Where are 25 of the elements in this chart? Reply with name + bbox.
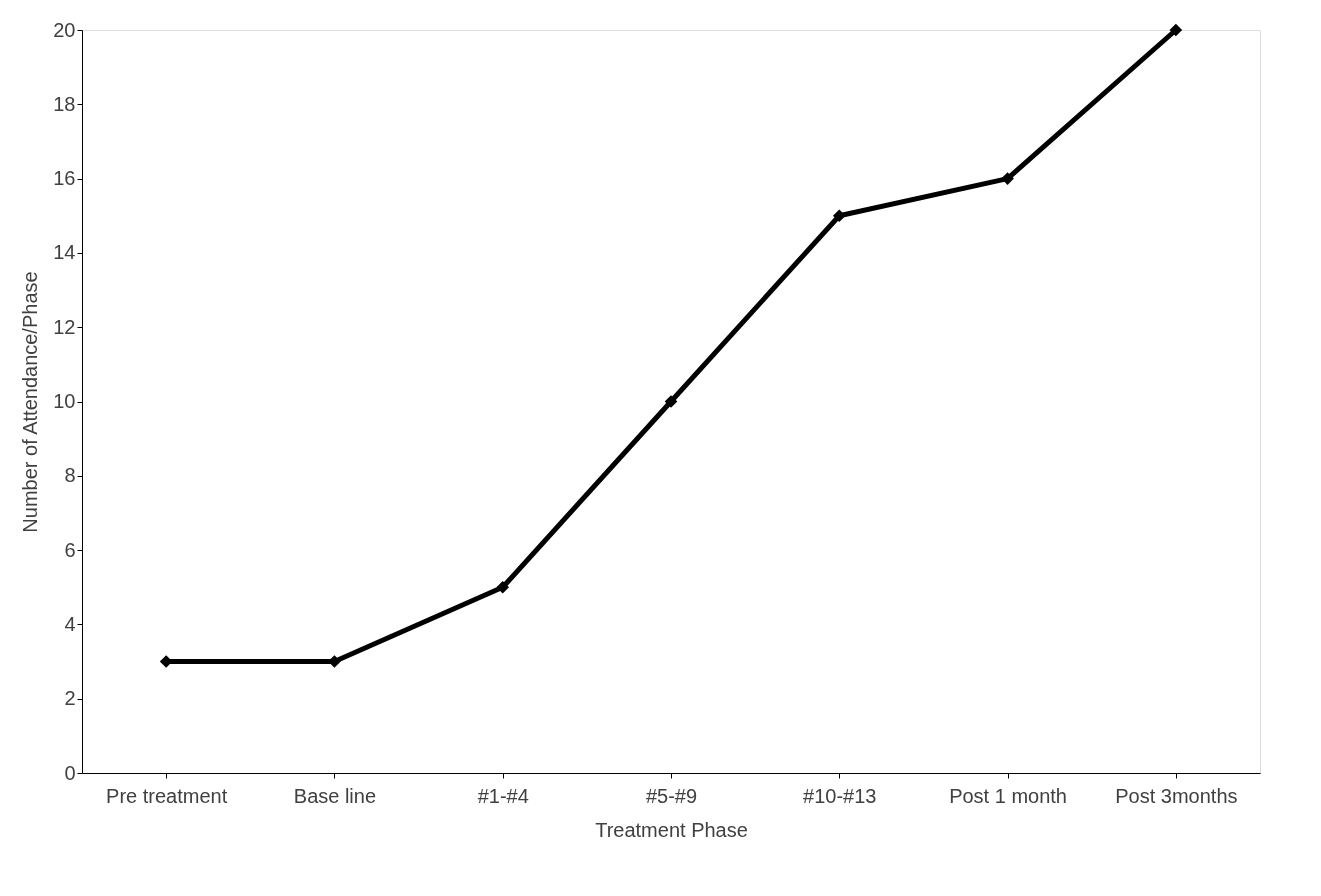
x-tick-label: Pre treatment [106, 784, 228, 807]
y-tick-label: 14 [53, 241, 76, 264]
point [664, 395, 678, 408]
x-tick-label: Post 1 month [949, 784, 1067, 807]
y-tick-label: 20 [53, 18, 76, 41]
y-axis-title: Number of Attendance/Phase [19, 271, 42, 533]
point [496, 580, 510, 594]
x-tick-label: Base line [293, 784, 377, 807]
y-tick-label: 8 [64, 464, 76, 487]
y-tick-label: 12 [53, 315, 76, 338]
x-axis-title: Treatment Phase [595, 818, 748, 841]
x-tick-label: #10-#13 [803, 784, 877, 807]
y-tick-label: 6 [64, 538, 76, 561]
y-tick-label: 0 [64, 761, 76, 784]
y-tick-label: 18 [53, 92, 76, 115]
y-tick-label: 2 [64, 687, 76, 710]
x-tick-label: #1-#4 [477, 784, 529, 807]
point [832, 209, 846, 223]
y-tick-label: 10 [53, 390, 76, 412]
x-tick-label: Post 3months [1115, 784, 1238, 807]
y-tick-label: 4 [64, 612, 76, 635]
y-tick-label: 16 [53, 167, 76, 190]
x-tick-label: #5-#9 [645, 784, 698, 807]
point [1001, 172, 1014, 185]
point [1169, 23, 1183, 37]
